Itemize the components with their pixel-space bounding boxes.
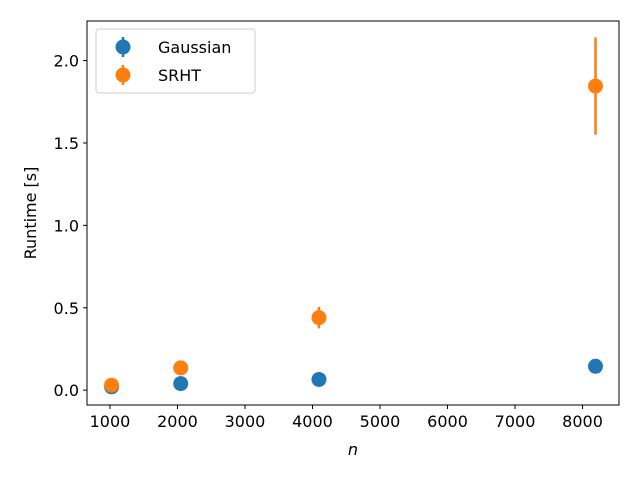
x-tick-label: 6000 (427, 412, 468, 431)
legend-srht-label: SRHT (158, 66, 201, 85)
legend: Gaussian SRHT (95, 28, 256, 94)
legend-srht-marker (115, 67, 131, 83)
y-tick-label: 1.5 (54, 134, 79, 153)
legend-frame (95, 28, 256, 94)
y-tick-label: 0.0 (54, 381, 79, 400)
gaussian-point (588, 358, 604, 374)
srht-point (311, 310, 327, 326)
y-axis-label: Runtime [s] (21, 167, 40, 260)
plot-frame (86, 20, 620, 406)
srht-point (588, 78, 604, 94)
x-tick-label: 4000 (292, 412, 333, 431)
x-tick-label: 3000 (225, 412, 266, 431)
x-axis-label: n (348, 440, 358, 459)
srht-point (173, 360, 189, 376)
x-tick-label: 5000 (360, 412, 401, 431)
gaussian-point (173, 376, 189, 392)
y-tick-label: 0.5 (54, 299, 79, 318)
x-tick-label: 8000 (562, 412, 603, 431)
srht-point (104, 377, 120, 393)
y-tick-label: 1.0 (54, 216, 79, 235)
y-tick-label: 2.0 (54, 52, 79, 71)
gaussian-point (311, 371, 327, 387)
x-tick-label: 2000 (157, 412, 198, 431)
legend-gaussian-marker (115, 39, 131, 55)
legend-gaussian-label: Gaussian (158, 38, 231, 57)
x-tick-label: 7000 (495, 412, 536, 431)
x-tick-label: 1000 (90, 412, 131, 431)
